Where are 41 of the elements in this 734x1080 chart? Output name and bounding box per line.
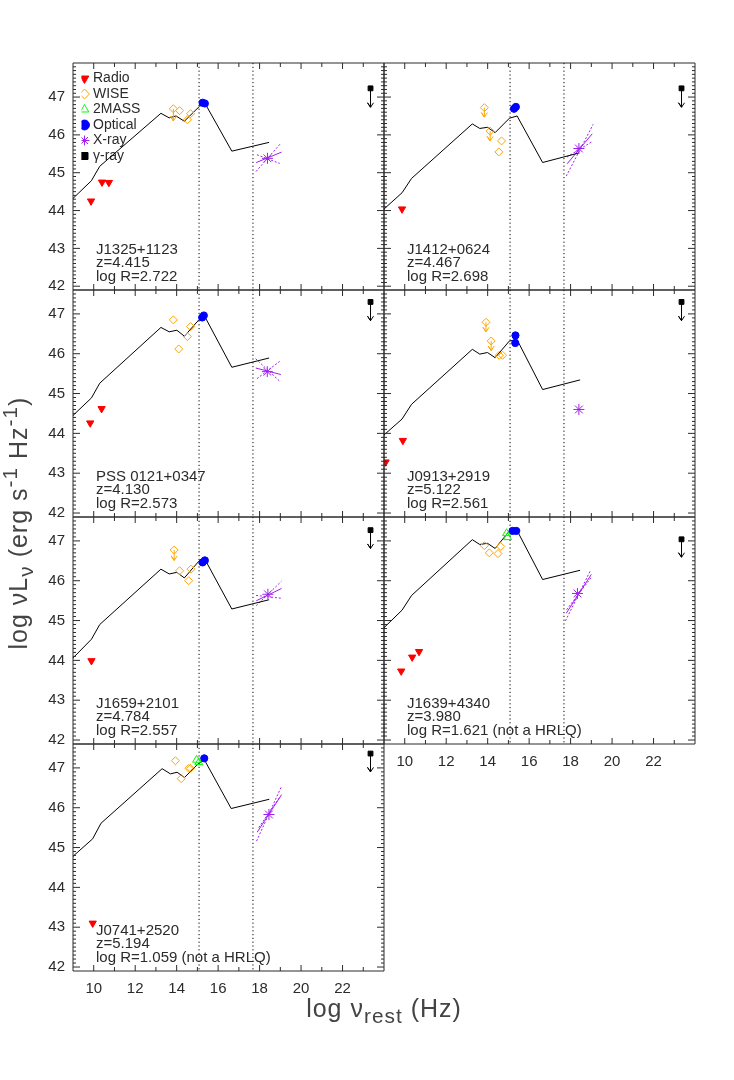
x-tick-label: 10 xyxy=(396,752,414,770)
y-tick-label: 46 xyxy=(48,570,65,588)
y-tick-label: 46 xyxy=(48,797,65,815)
y-tick-label: 43 xyxy=(48,917,65,935)
legend-label: Radio xyxy=(93,69,130,86)
x-tick-label: 18 xyxy=(562,752,579,770)
x-tick-label: 10 xyxy=(85,979,103,997)
x-tick-label: 14 xyxy=(168,979,186,997)
legend-label: WISE xyxy=(93,84,129,101)
y-tick-label: 45 xyxy=(48,610,65,628)
y-tick-label: 45 xyxy=(48,383,65,401)
y-tick-label: 44 xyxy=(48,877,65,895)
y-tick-label: 47 xyxy=(48,758,65,776)
x-tick-label: 18 xyxy=(251,979,268,997)
legend-label: X-ray xyxy=(93,131,127,148)
x-tick-label: 16 xyxy=(209,979,227,997)
y-tick-label: 43 xyxy=(48,238,65,256)
y-tick-label: 42 xyxy=(48,957,65,975)
y-tick-label: 42 xyxy=(48,276,65,294)
legend-label: 2MASS xyxy=(93,100,141,117)
y-tick-label: 42 xyxy=(48,503,65,521)
y-tick-label: 45 xyxy=(48,837,65,855)
y-tick-label: 42 xyxy=(48,730,65,748)
legend-label: Optical xyxy=(93,115,137,132)
y-tick-label: 43 xyxy=(48,690,65,708)
y-tick-label: 46 xyxy=(48,125,65,143)
y-tick-label: 44 xyxy=(48,200,65,218)
y-tick-label: 47 xyxy=(48,87,65,105)
y-tick-label: 43 xyxy=(48,463,65,481)
y-tick-label: 44 xyxy=(48,650,65,668)
y-tick-label: 47 xyxy=(48,531,65,549)
y-tick-label: 46 xyxy=(48,343,65,361)
x-tick-label: 12 xyxy=(437,752,455,770)
x-tick-label: 22 xyxy=(645,752,662,770)
x-tick-label: 16 xyxy=(520,752,538,770)
y-tick-label: 44 xyxy=(48,423,65,441)
y-tick-label: 47 xyxy=(48,304,65,322)
x-tick-label: 12 xyxy=(126,979,144,997)
x-tick-label: 14 xyxy=(479,752,497,770)
y-tick-label: 45 xyxy=(48,162,65,180)
x-tick-label: 20 xyxy=(603,752,621,770)
